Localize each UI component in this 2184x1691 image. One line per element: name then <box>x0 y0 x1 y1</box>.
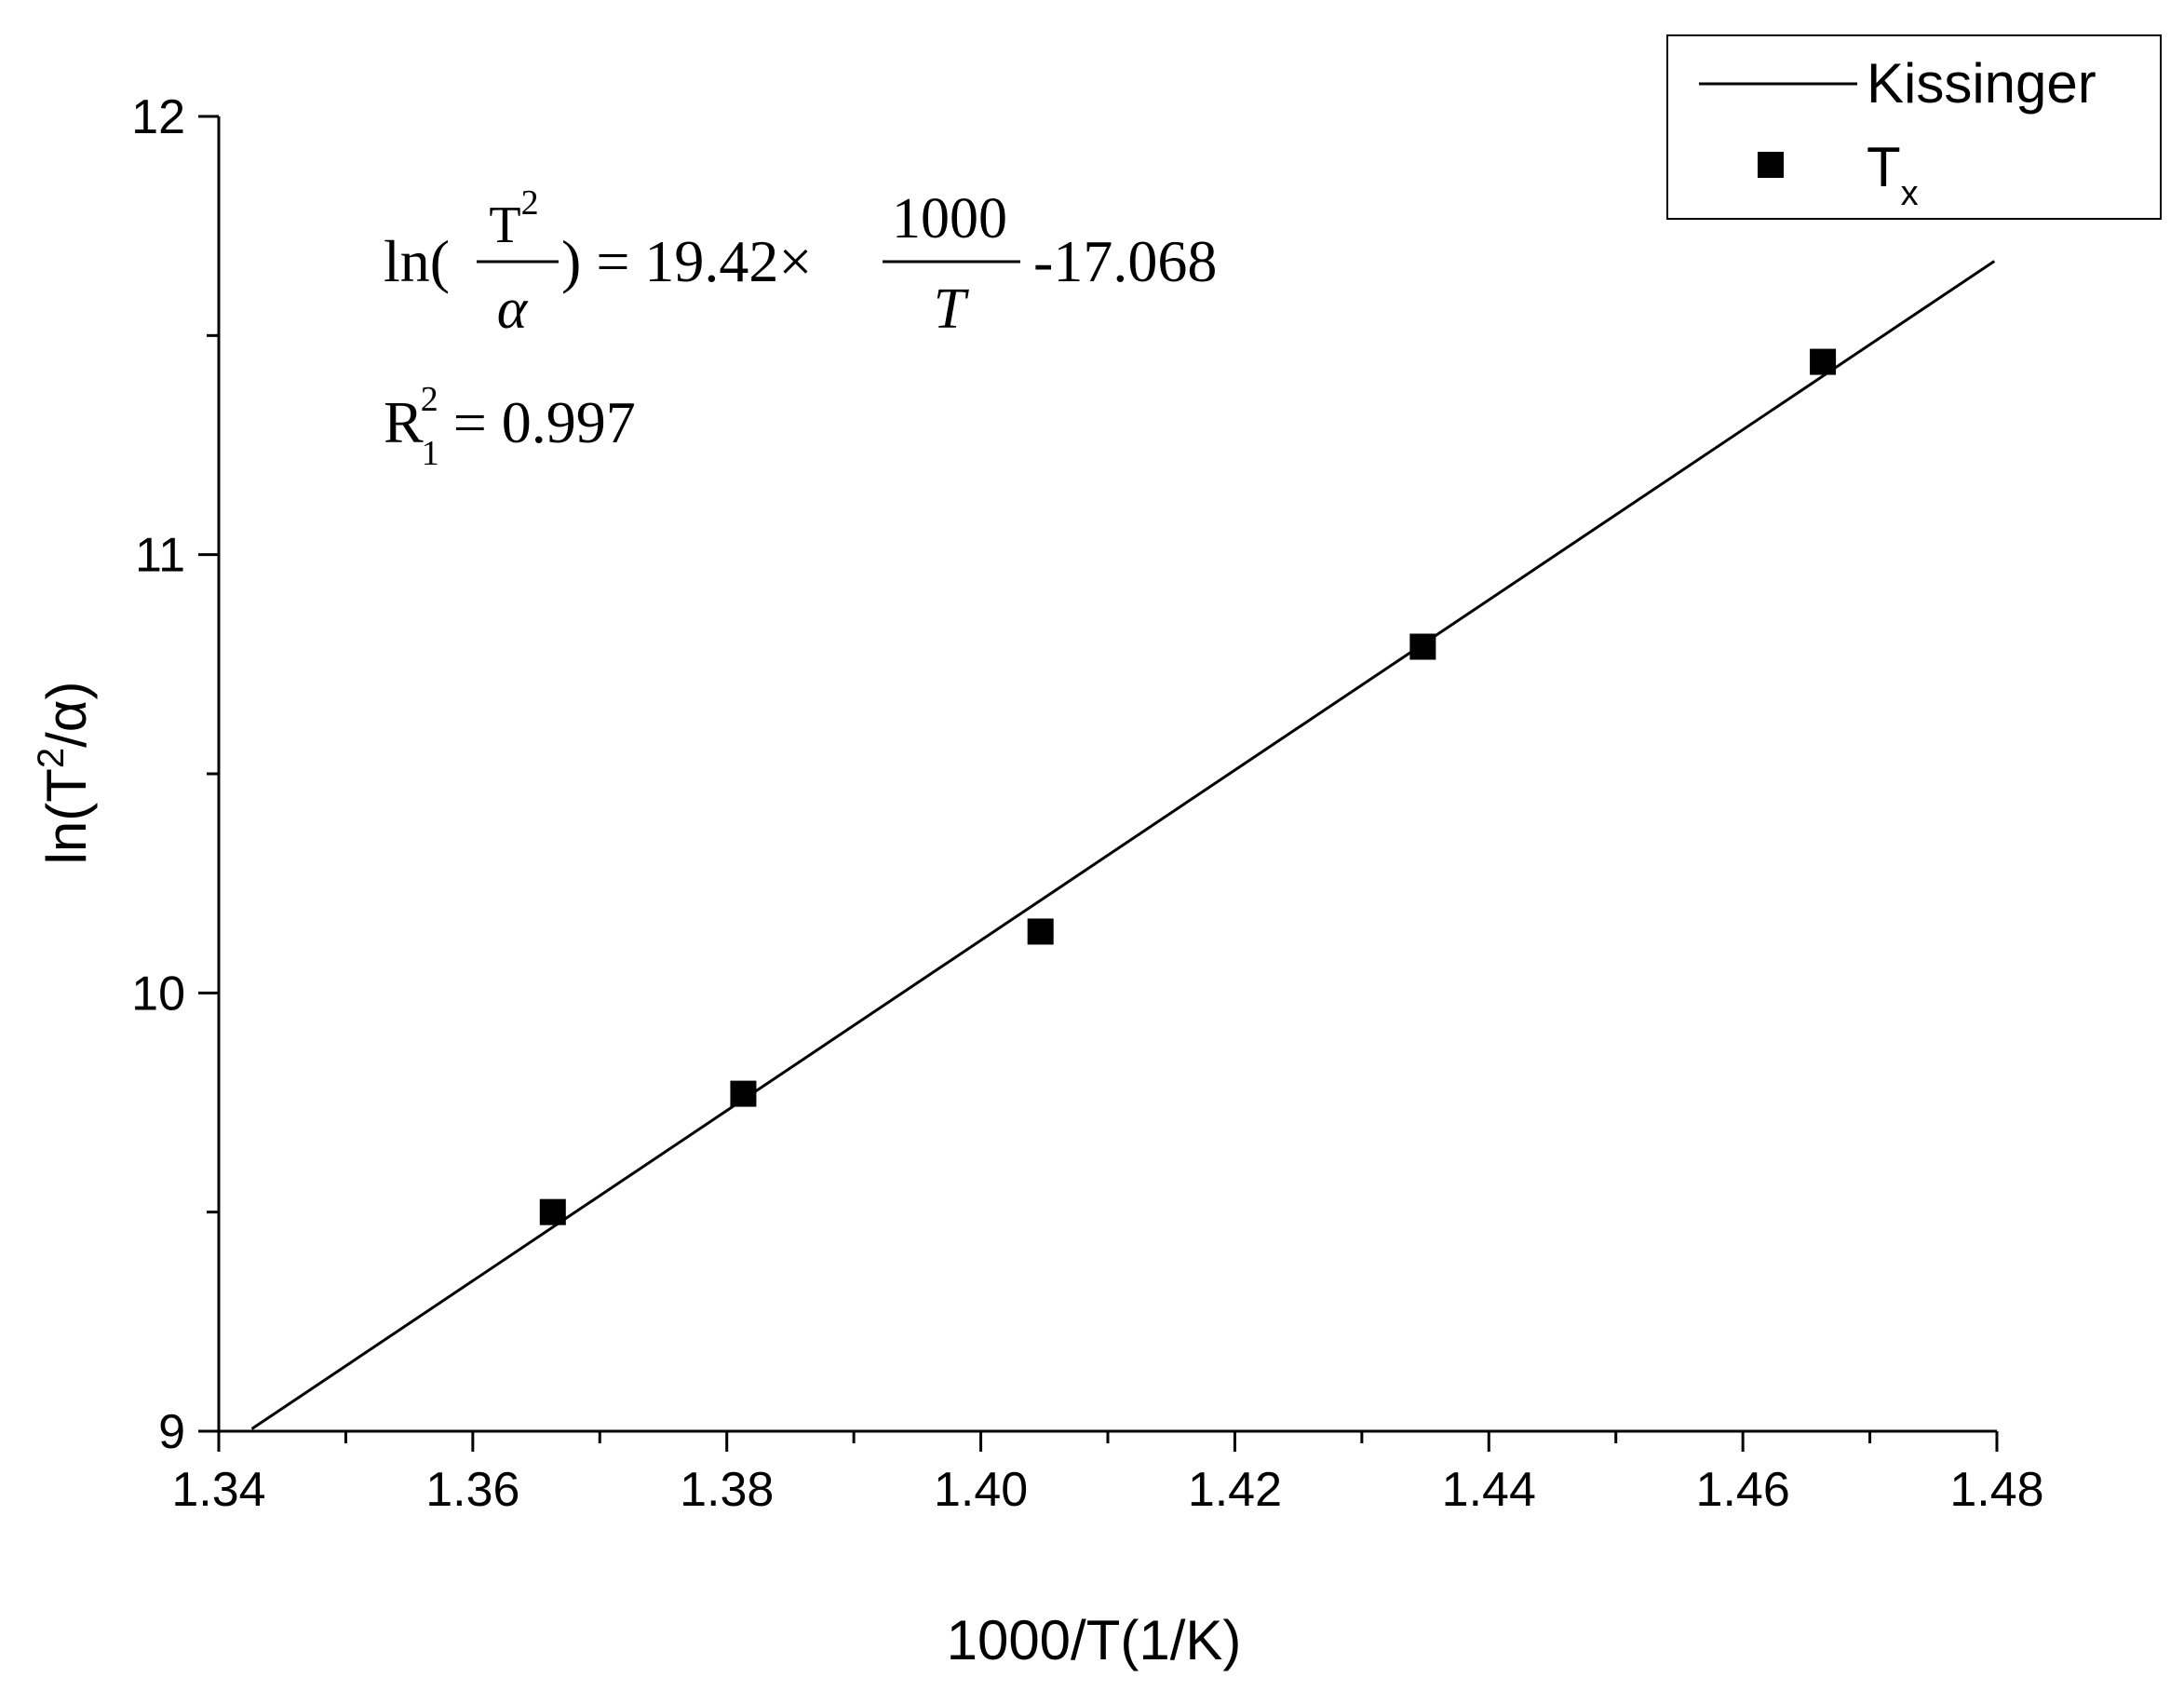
points-layer <box>539 348 1837 1225</box>
x-tick-label: 1.42 <box>1188 1463 1282 1517</box>
legend-tx-label: Tx <box>1867 136 1919 213</box>
equation-frac1-denominator: α <box>497 277 529 341</box>
r-squared-annotation: R1 2 = 0.997 <box>384 380 636 473</box>
equation-middle: ) = 19.42× <box>561 228 813 294</box>
r-squared-base: R <box>384 389 424 455</box>
y-axis-label-prefix: ln(T <box>35 768 98 864</box>
x-tick-label: 1.40 <box>934 1463 1028 1517</box>
tx-data-point <box>1810 348 1837 375</box>
x-axis-label: 1000/T(1/K) <box>947 1609 1242 1671</box>
equation-ln: ln( <box>384 228 450 294</box>
legend-kissinger-label: Kissinger <box>1867 52 2096 115</box>
y-tick-label: 11 <box>135 529 185 583</box>
equation-frac2-denominator: T <box>934 277 970 341</box>
equation-frac1-num-sup: 2 <box>521 183 539 223</box>
legend-box <box>1666 34 2162 220</box>
equation-frac1-numerator: T2 <box>489 183 538 254</box>
x-tick-label: 1.44 <box>1442 1463 1536 1517</box>
y-tick-label: 12 <box>131 90 185 144</box>
x-tick-label: 1.48 <box>1949 1463 2043 1517</box>
r-squared-sup: 2 <box>421 380 438 419</box>
y-tick-label: 9 <box>158 1405 185 1459</box>
equation-frac1-num-base: T <box>489 196 520 254</box>
legend-tx-sub: x <box>1901 174 1919 213</box>
tx-data-point <box>730 1080 757 1107</box>
fit-line-layer <box>250 260 1996 1430</box>
x-ticks: 1.34 1.36 1.38 1.40 1.42 1.44 1.46 1.48 <box>171 1431 2044 1517</box>
tx-data-point <box>1027 918 1054 945</box>
r-squared-rest: = 0.997 <box>438 389 636 455</box>
legend-tx-marker <box>1758 152 1784 178</box>
x-tick-label: 1.46 <box>1696 1463 1790 1517</box>
equation-annotation: ln( T2 α ) = 19.42× 1000 T -17.068 <box>384 183 1217 341</box>
x-tick-label: 1.34 <box>171 1463 265 1517</box>
tx-data-point <box>1409 633 1436 660</box>
y-axis-label-sup: 2 <box>31 748 72 768</box>
y-axis-label-suffix: /α) <box>35 682 98 748</box>
kissinger-fit-line <box>250 260 1996 1430</box>
legend-tx-base: T <box>1867 136 1901 198</box>
legend: Kissinger Tx <box>1666 34 2162 220</box>
y-tick-label: 10 <box>131 967 185 1021</box>
equation-tail: -17.068 <box>1033 228 1217 294</box>
tx-data-point <box>539 1198 566 1225</box>
y-ticks: 9 10 11 12 <box>131 90 219 1459</box>
x-tick-label: 1.38 <box>680 1463 774 1517</box>
y-axis-label: ln(T2/α) <box>31 682 98 865</box>
equation-frac2-numerator: 1000 <box>892 187 1007 250</box>
axes <box>217 116 1997 1433</box>
x-tick-label: 1.36 <box>425 1463 519 1517</box>
r-squared-sub: 1 <box>422 434 439 473</box>
